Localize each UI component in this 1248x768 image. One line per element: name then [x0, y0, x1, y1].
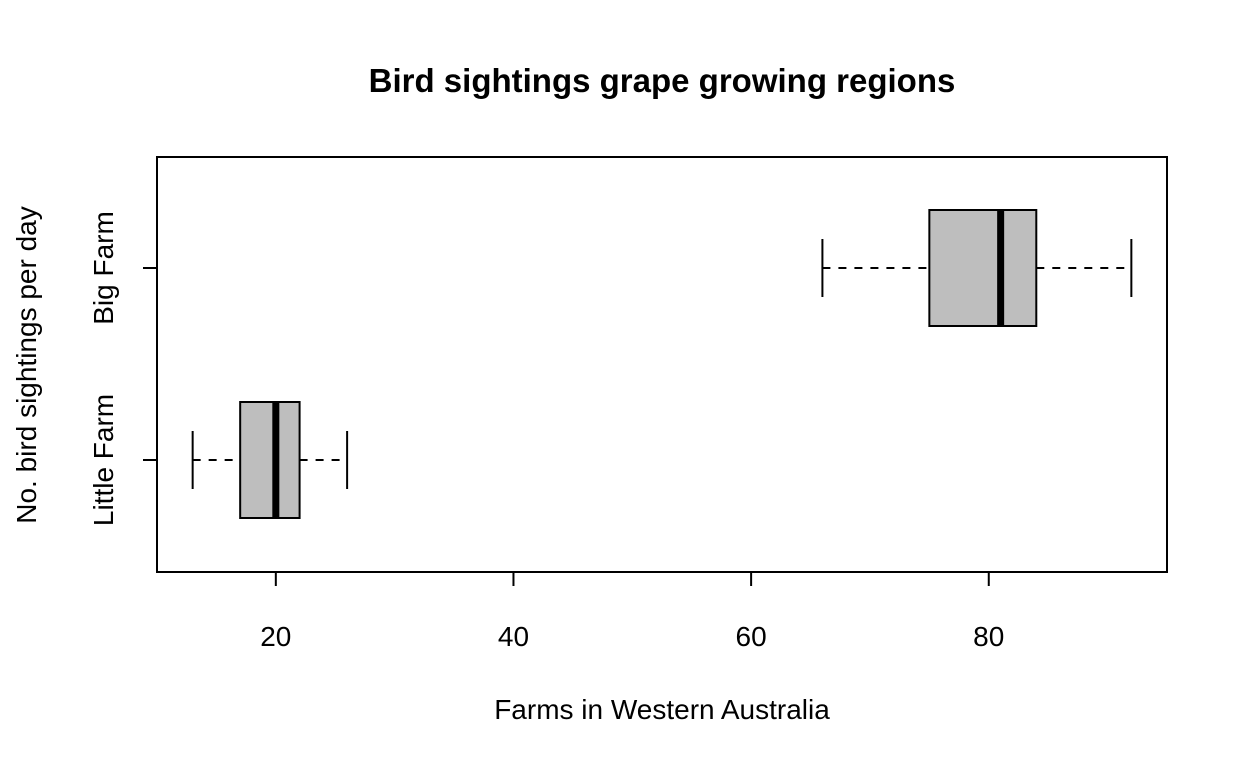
- x-tick-label-40: 40: [498, 621, 529, 652]
- chart-title: Bird sightings grape growing regions: [369, 62, 956, 99]
- y-tick-label-1: Big Farm: [88, 211, 119, 325]
- plot-frame: [156, 156, 1168, 573]
- box-series: [191, 209, 1133, 519]
- x-axis-label: Farms in Western Australia: [494, 694, 830, 725]
- x-tick-label-20: 20: [260, 621, 291, 652]
- iqr-box: [239, 401, 301, 519]
- x-tick-label-80: 80: [973, 621, 1004, 652]
- box-1: [821, 209, 1133, 327]
- y-axis: Little Farm Big Farm: [88, 211, 157, 526]
- x-axis: 20 40 60 80: [260, 572, 1004, 652]
- box-0: [191, 401, 349, 519]
- y-axis-label: No. bird sightings per day: [11, 206, 42, 524]
- x-tick-label-60: 60: [736, 621, 767, 652]
- y-tick-label-0: Little Farm: [88, 394, 119, 526]
- iqr-box: [928, 209, 1038, 327]
